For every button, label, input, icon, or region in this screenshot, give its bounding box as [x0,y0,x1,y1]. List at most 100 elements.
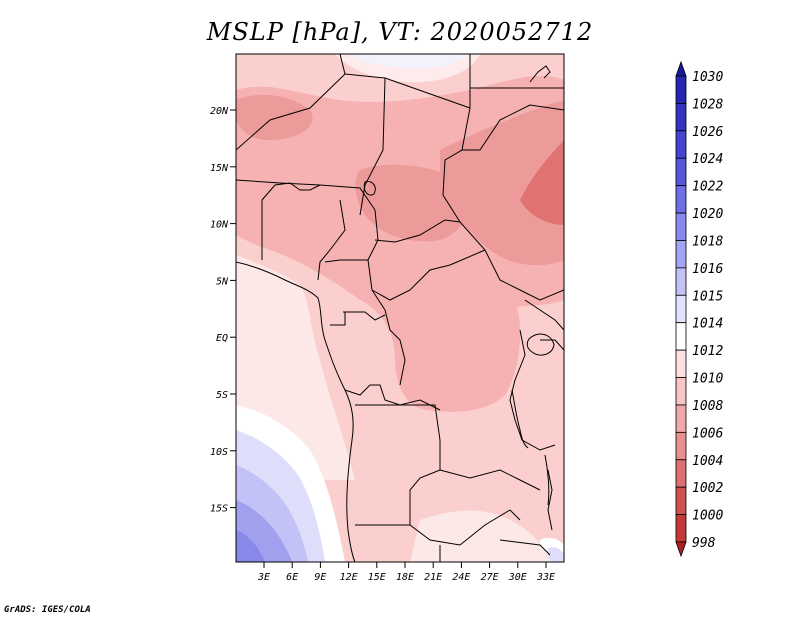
border-f [236,179,386,311]
colorbar-label: 1002 [692,481,723,496]
lake-chad [363,181,376,196]
colorbar-label: 1008 [692,399,723,414]
colorbar-bin [675,185,687,214]
border-i [317,199,346,281]
colorbar-bin [675,459,687,488]
colorbar-label: 1014 [692,317,723,332]
lon-label: 6E [286,572,298,583]
border-sudan [462,104,564,151]
lon-label: 15E [368,572,386,583]
lat-label: 15S [210,504,228,515]
colorbar-bottom-arrow [675,541,687,558]
colorbar-label: 1010 [692,372,723,387]
lon-label: 3E [257,572,270,583]
lat-label: 10N [210,220,229,231]
colorbar-bin [675,240,687,269]
field-north-white [335,54,480,83]
lat-label: 5S [216,390,228,401]
border-l [374,219,564,301]
lon-label: 21E [424,572,442,583]
colorbar-bin [675,75,687,104]
border-n [384,309,406,386]
longitude-axis: 3E 6E 9E 12E 15E 18E 21E 24E 27E 30E 33E [257,562,555,583]
border-v [524,299,564,331]
field-core-1008-c [236,94,313,140]
lat-label: 10S [210,447,228,458]
border-u [509,329,556,451]
field-core-1008-b [440,100,564,266]
border-z [547,469,553,531]
border-t [439,469,541,491]
field-se-blue [546,547,564,562]
map-title: MSLP [hPa], VT: 2020052712 [206,18,594,46]
field-south-1014 [410,510,550,562]
colorbar-bin [675,130,687,159]
border-g [261,182,321,201]
colorbar-bin [675,431,687,461]
lake-malawi [544,454,550,506]
borders [236,54,564,562]
lon-label: 9E [314,572,326,583]
colorbar-label: 1000 [692,509,723,524]
border-k [371,264,451,301]
colorbar-label: 1026 [692,125,723,140]
colorbar-bin [675,486,687,515]
lat-label: 20N [210,106,229,117]
border-d [442,107,471,223]
colorbar-bin [675,267,687,296]
field-core-1006 [520,140,564,225]
border-w [540,339,564,351]
colorbar: 1030 1028 1026 1024 1022 1020 1018 1016 1015 1014… [675,60,723,558]
colorbar-label: 1030 [692,70,723,85]
coastline-west [236,261,356,562]
border-a [236,73,386,216]
colorbar-top-arrow [675,60,687,77]
colorbar-label: 1012 [692,344,723,359]
lake-tanganyika [511,389,529,449]
footer-credit: GrADS: IGES/COLA [4,605,91,615]
border-p [330,312,346,326]
colorbar-label: 1016 [692,262,723,277]
map-frame [235,53,565,563]
latitude-axis: 20N 15N 10N 5N EQ 5S 10S 15S [210,106,236,515]
lat-label: 15N [210,163,229,174]
colorbar-bin [675,322,687,351]
coast-ne [529,65,551,83]
pressure-field [236,54,564,562]
colorbar-label: 1018 [692,234,723,249]
lat-label: EQ [216,333,228,344]
lon-label: 24E [452,572,470,583]
border-q [344,384,441,411]
lon-label: 33E [536,572,555,583]
lake-victoria [526,333,555,356]
colorbar-bin [675,349,687,378]
colorbar-label: 1022 [692,180,723,195]
colorbar-label: 1028 [692,97,723,112]
colorbar-bin [675,212,687,241]
colorbar-label: 1020 [692,207,723,222]
lat-label: 5N [216,276,229,287]
border-y [499,539,551,556]
field-atlantic-blue-darker [236,530,265,562]
colorbar-bin [675,377,687,406]
colorbar-bin [675,157,687,187]
colorbar-label: 1015 [692,289,723,304]
colorbar-label: 998 [692,536,716,551]
lon-label: 12E [340,572,358,583]
lon-label: 18E [396,572,414,583]
field-congo-1010 [395,284,521,412]
colorbar-label: 1006 [692,426,723,441]
border-m [449,249,486,266]
border-o [343,311,386,321]
border-s [355,509,521,546]
border-b [339,54,346,75]
colorbar-label: 1024 [692,152,723,167]
colorbar-bin [675,103,687,132]
colorbar-bin [675,514,687,543]
lon-label: 30E [508,572,527,583]
colorbar-bin [675,294,687,324]
border-j [324,259,368,263]
colorbar-label: 1004 [692,454,723,469]
colorbar-bin [675,404,687,433]
